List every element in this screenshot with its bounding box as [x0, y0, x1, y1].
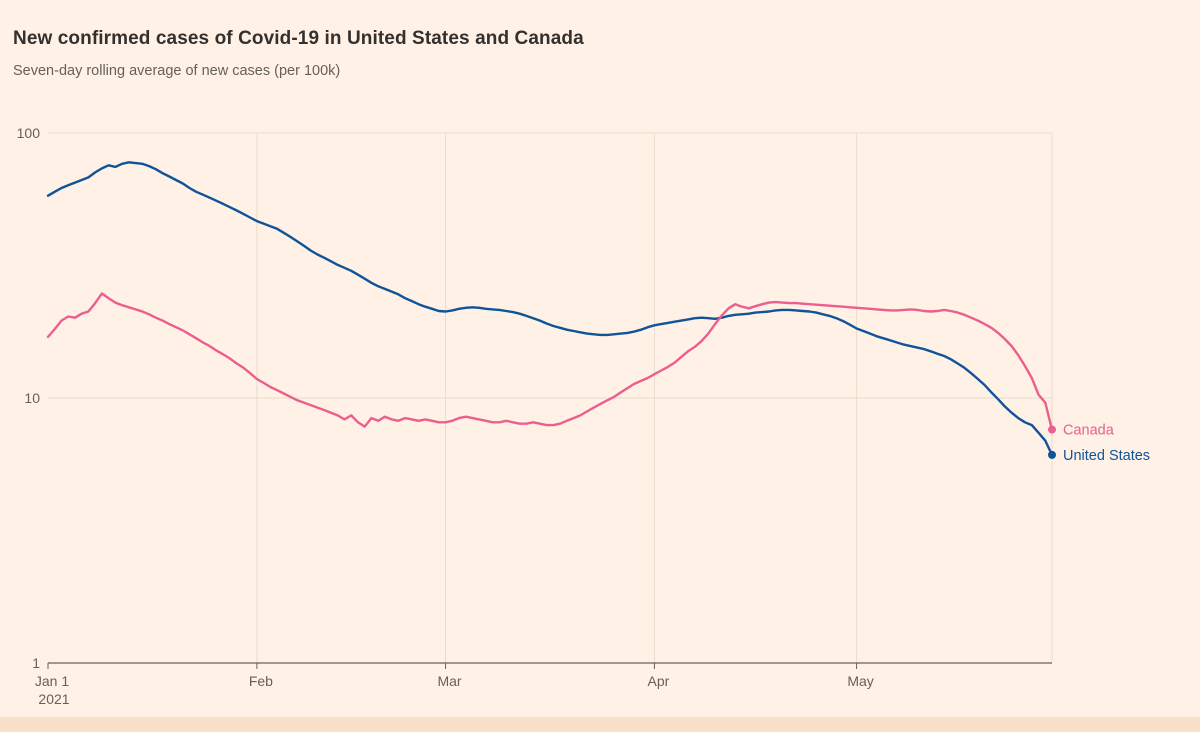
x-axis-label-apr: Apr [648, 673, 670, 689]
series-endpoint-canada [1048, 425, 1056, 434]
x-axis-sublabel-jan-1: 2021 [38, 691, 69, 707]
x-axis-label-jan-1: Jan 1 [35, 673, 69, 689]
chart-subtitle: Seven-day rolling average of new cases (… [13, 63, 341, 79]
footer-band [0, 717, 1200, 732]
series-line-united-states [46, 161, 1054, 457]
series-line-canada [46, 292, 1054, 431]
chart-title: New confirmed cases of Covid-19 in Unite… [13, 28, 584, 49]
series-label-united-states: United States [1063, 448, 1150, 464]
series-label-canada: Canada [1063, 423, 1115, 439]
y-axis-label-100: 100 [17, 125, 41, 141]
x-axis-label-mar: Mar [437, 673, 461, 689]
x-axis-label-may: May [847, 673, 873, 689]
y-axis-label-1: 1 [32, 655, 40, 671]
series-endpoint-united-states [1048, 450, 1056, 459]
x-axis-label-feb: Feb [249, 673, 273, 689]
y-axis-label-10: 10 [24, 390, 40, 406]
